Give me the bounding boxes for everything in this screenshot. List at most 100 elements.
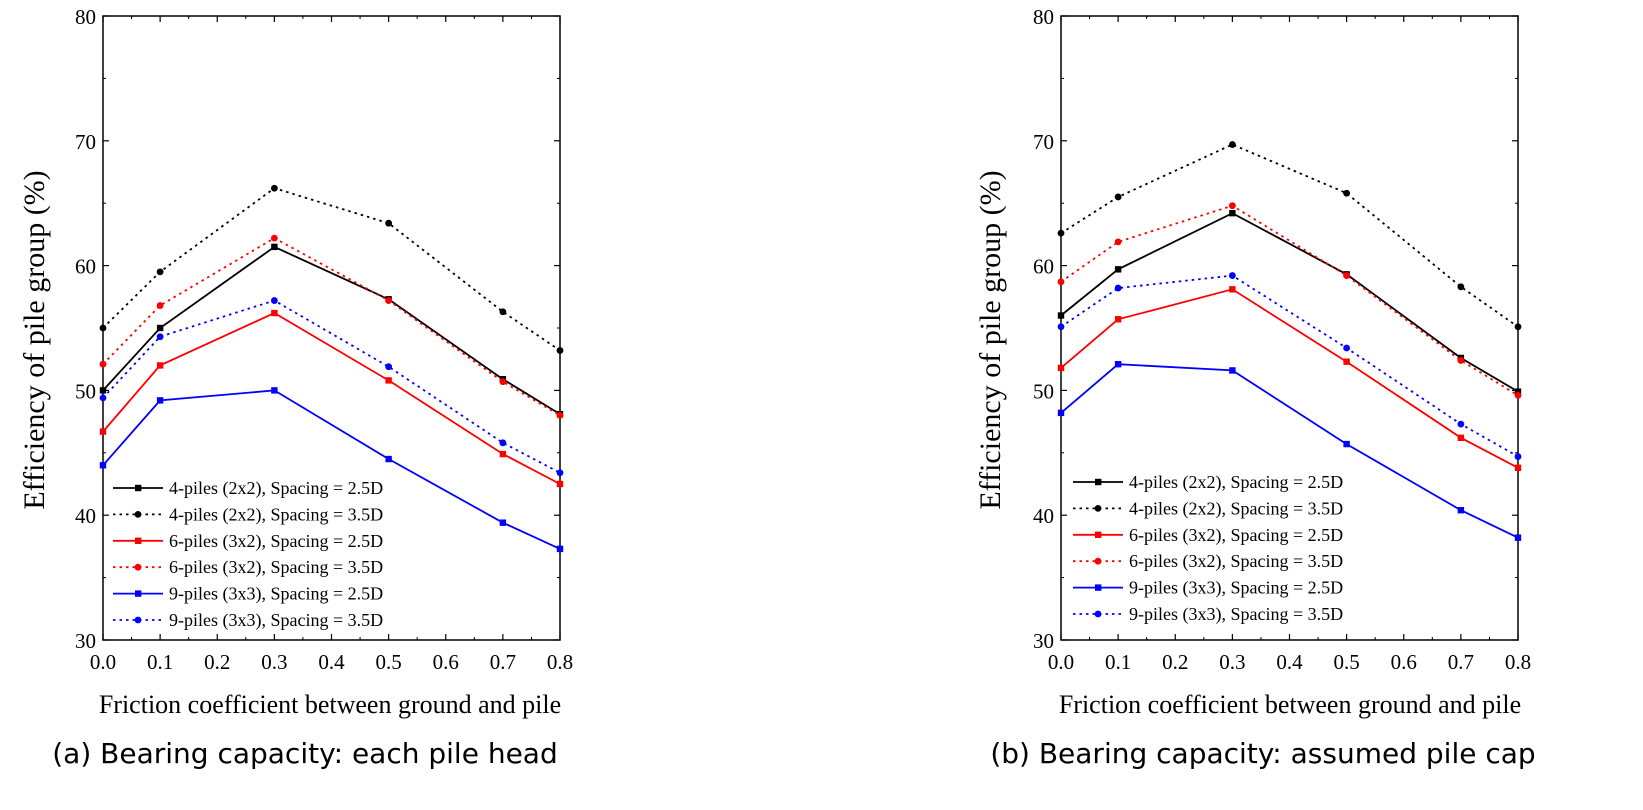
data-point-marker bbox=[271, 309, 278, 317]
data-point-marker bbox=[1514, 391, 1522, 399]
data-point-marker bbox=[1114, 360, 1122, 368]
x-axis-title: Friction coefficient between ground and … bbox=[1059, 690, 1521, 719]
legend-entry-label: 6-piles (3x2), Spacing = 2.5D bbox=[169, 531, 383, 552]
data-point-marker bbox=[1114, 266, 1122, 273]
data-point-marker bbox=[99, 360, 107, 368]
data-point-marker bbox=[99, 462, 107, 469]
y-tick-label: 40 bbox=[1033, 504, 1054, 528]
data-point-marker bbox=[1457, 420, 1465, 428]
data-point-marker bbox=[1514, 323, 1522, 331]
data-point-marker bbox=[385, 377, 392, 384]
legend-entry-label: 6-piles (3x2), Spacing = 3.5D bbox=[1129, 551, 1343, 572]
data-point-marker bbox=[270, 234, 278, 242]
y-axis-title: Efficiency of pile group (%) bbox=[18, 170, 51, 509]
legend-marker bbox=[1095, 531, 1102, 538]
data-point-marker bbox=[499, 519, 507, 526]
legend-entry-label: 4-piles (2x2), Spacing = 3.5D bbox=[1129, 498, 1343, 519]
legend-marker bbox=[134, 616, 142, 624]
series-line-2 bbox=[1060, 288, 1519, 469]
y-tick-label: 30 bbox=[75, 629, 96, 653]
legend-marker bbox=[1095, 584, 1102, 591]
y-tick-label: 30 bbox=[1033, 629, 1054, 653]
data-point-marker bbox=[156, 324, 164, 332]
series-line-0 bbox=[102, 245, 561, 415]
series-line-3 bbox=[1060, 204, 1519, 397]
series-line-1 bbox=[102, 187, 561, 352]
chart-panel-a: 0.0 0.1 0.2 0.3 0.4 0.5 0.6 0.7 0.8 30 40 50 60 70 80 F… bbox=[18, 5, 573, 770]
y-tick-label: 50 bbox=[1033, 379, 1054, 403]
legend-marker bbox=[1094, 557, 1102, 565]
legend-marker bbox=[1095, 478, 1102, 486]
data-point-marker bbox=[156, 268, 164, 276]
data-point-marker bbox=[1057, 229, 1065, 237]
data-point-marker bbox=[499, 308, 507, 316]
x-tick-label: 0.1 bbox=[147, 650, 173, 674]
x-tick-label: 0.0 bbox=[90, 650, 116, 674]
y-tick-label: 80 bbox=[1033, 5, 1054, 29]
y-axis-title: Efficiency of pile group (%) bbox=[974, 170, 1007, 509]
data-point-marker bbox=[499, 378, 507, 386]
data-point-marker bbox=[1057, 312, 1065, 319]
legend-marker bbox=[134, 511, 142, 518]
x-tick-label: 0.7 bbox=[1448, 650, 1474, 674]
x-tick-label: 0.0 bbox=[1048, 650, 1074, 674]
data-point-marker bbox=[1457, 283, 1465, 291]
data-point-marker bbox=[1457, 507, 1465, 514]
x-tick-label: 0.4 bbox=[318, 650, 345, 674]
series-line-4 bbox=[102, 389, 561, 550]
data-point-marker bbox=[385, 455, 392, 463]
x-tick-label: 0.7 bbox=[490, 650, 516, 674]
legend-entry-label: 4-piles (2x2), Spacing = 2.5D bbox=[169, 478, 383, 499]
data-point-marker bbox=[1114, 193, 1122, 201]
data-point-marker bbox=[99, 387, 107, 394]
x-tick-label: 0.5 bbox=[376, 650, 402, 674]
data-point-marker bbox=[1057, 364, 1065, 372]
data-point-marker bbox=[1229, 367, 1236, 374]
data-point-marker bbox=[270, 297, 278, 304]
x-tick-label: 0.6 bbox=[433, 650, 459, 674]
x-axis-title: Friction coefficient between ground and … bbox=[99, 690, 561, 719]
data-point-marker bbox=[156, 333, 164, 341]
data-point-marker bbox=[156, 362, 164, 369]
legend-marker bbox=[135, 537, 142, 544]
legend-entry-label: 9-piles (3x3), Spacing = 3.5D bbox=[169, 610, 383, 631]
x-tick-label: 0.8 bbox=[1505, 650, 1531, 674]
data-point-marker bbox=[1514, 464, 1522, 471]
data-point-marker bbox=[385, 219, 393, 227]
legend-entry-label: 9-piles (3x3), Spacing = 2.5D bbox=[169, 584, 383, 605]
data-point-marker bbox=[99, 324, 107, 332]
data-point-marker bbox=[385, 363, 393, 371]
series-line-0 bbox=[1060, 212, 1519, 393]
plot-frame bbox=[1060, 15, 1519, 641]
data-point-marker bbox=[156, 302, 164, 309]
data-point-marker bbox=[385, 297, 393, 304]
x-tick-label: 0.2 bbox=[1162, 650, 1188, 674]
y-tick-label: 50 bbox=[75, 379, 96, 403]
data-point-marker bbox=[271, 387, 278, 394]
legend-marker bbox=[134, 563, 142, 571]
y-tick-label: 70 bbox=[1033, 130, 1054, 154]
legend-marker bbox=[1094, 610, 1102, 618]
data-point-marker bbox=[271, 243, 278, 251]
data-point-marker bbox=[1228, 141, 1236, 148]
series-line-3 bbox=[102, 237, 561, 417]
y-tick-label: 40 bbox=[75, 504, 96, 528]
y-tick-label: 60 bbox=[75, 255, 96, 279]
data-point-marker bbox=[1343, 358, 1350, 365]
data-point-marker bbox=[556, 411, 564, 419]
x-tick-label: 0.2 bbox=[204, 650, 230, 674]
data-point-marker bbox=[556, 480, 564, 488]
data-point-marker bbox=[99, 428, 107, 435]
x-tick-label: 0.5 bbox=[1334, 650, 1360, 674]
legend-entry-label: 4-piles (2x2), Spacing = 3.5D bbox=[169, 504, 383, 525]
data-point-marker bbox=[1228, 272, 1236, 279]
data-point-marker bbox=[1457, 434, 1465, 442]
x-tick-label: 0.8 bbox=[547, 650, 573, 674]
y-tick-label: 60 bbox=[1033, 255, 1054, 279]
x-tick-label: 0.6 bbox=[1391, 650, 1417, 674]
data-point-marker bbox=[1514, 388, 1522, 395]
legend-marker bbox=[135, 590, 142, 597]
data-point-marker bbox=[99, 394, 107, 402]
data-point-marker bbox=[1343, 272, 1351, 279]
